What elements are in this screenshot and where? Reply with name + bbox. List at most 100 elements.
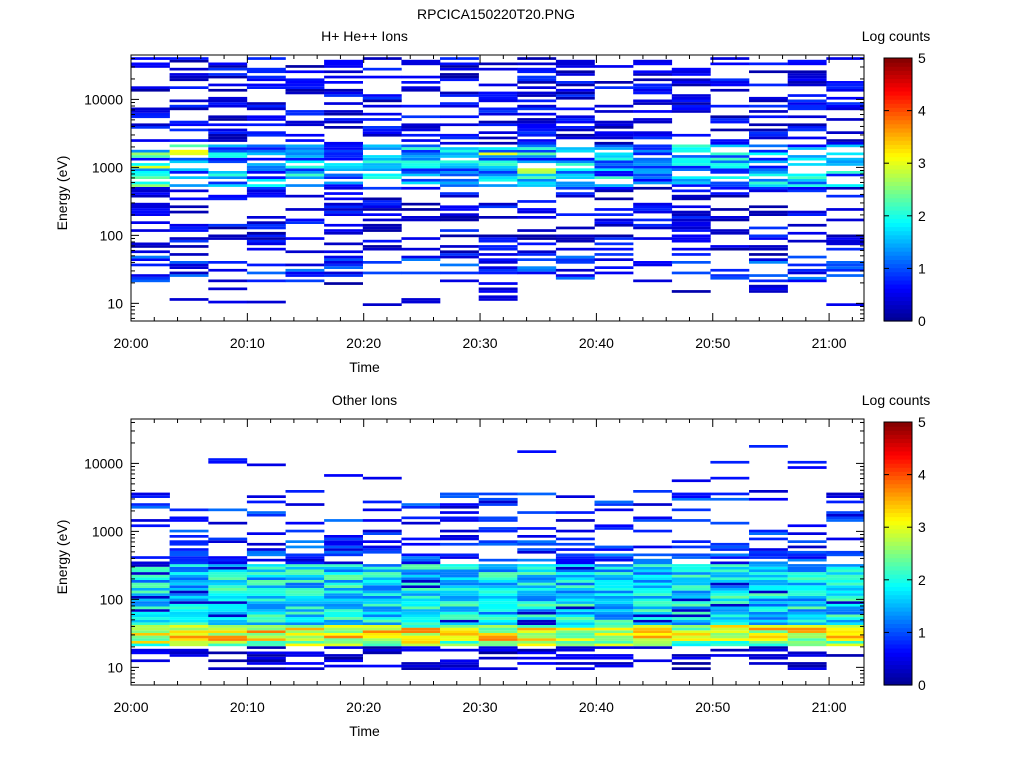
heatmap-cell — [671, 73, 711, 76]
heatmap-cell — [208, 128, 248, 132]
heatmap-cell — [517, 619, 557, 623]
heatmap-cell — [131, 611, 170, 615]
heatmap-cell — [594, 163, 634, 166]
heatmap-cell — [478, 527, 518, 530]
heatmap-cell — [671, 213, 711, 216]
heatmap-cell — [671, 144, 711, 148]
heatmap-cell — [555, 606, 595, 610]
heatmap-cell — [131, 622, 170, 625]
heatmap-cell — [362, 223, 402, 227]
heatmap-cell — [787, 276, 827, 280]
heatmap-cell — [671, 540, 711, 543]
heatmap-cell — [285, 208, 325, 211]
x-axis-label: Time — [349, 723, 380, 739]
heatmap-cell — [169, 104, 209, 108]
colorbar-segment — [884, 524, 912, 530]
heatmap-cell — [478, 258, 518, 261]
heatmap-cell — [285, 529, 325, 533]
heatmap-cell — [710, 144, 750, 148]
heatmap-cell — [208, 460, 248, 464]
heatmap-cell — [826, 569, 864, 573]
heatmap-cell — [324, 627, 363, 631]
heatmap-cell — [555, 149, 595, 153]
heatmap-cell — [401, 638, 441, 641]
heatmap-cell — [555, 625, 595, 628]
heatmap-cell — [710, 630, 750, 633]
heatmap-cell — [324, 141, 363, 145]
heatmap-cell — [478, 149, 518, 153]
heatmap-cell — [478, 492, 518, 496]
colorbar-label: Log counts — [862, 392, 931, 408]
heatmap-cell — [555, 237, 595, 240]
heatmap-cell — [478, 651, 518, 655]
heatmap-cell — [169, 78, 209, 82]
heatmap-cell — [787, 569, 827, 573]
heatmap-cell — [710, 152, 750, 156]
heatmap-cell — [401, 627, 441, 631]
heatmap-cell — [401, 139, 441, 142]
colorbar-tick-label: 1 — [918, 624, 926, 640]
heatmap-cell — [478, 245, 518, 248]
heatmap-cell — [633, 640, 673, 644]
heatmap-cell — [131, 274, 170, 277]
heatmap-cell — [169, 519, 209, 522]
colorbar-segment — [884, 82, 912, 88]
heatmap-cell — [324, 213, 363, 216]
heatmap-cell — [131, 181, 170, 185]
colorbar-segment — [884, 234, 912, 240]
heatmap-cell — [478, 580, 518, 583]
heatmap-cell — [633, 587, 673, 591]
heatmap-cell — [517, 123, 557, 127]
heatmap-cell — [131, 88, 170, 92]
heatmap-cell — [749, 247, 788, 251]
heatmap-cell — [517, 133, 557, 137]
heatmap-cell — [555, 173, 595, 177]
heatmap-cell — [594, 508, 634, 512]
heatmap-cell — [594, 611, 634, 615]
heatmap-cell — [324, 638, 363, 641]
colorbar-segment — [884, 86, 912, 92]
heatmap-cell — [246, 237, 286, 240]
heatmap-cell — [285, 638, 325, 641]
heatmap-cell — [246, 625, 286, 628]
heatmap-cell — [517, 155, 557, 158]
heatmap-cell — [324, 149, 363, 153]
heatmap-cell — [401, 181, 441, 185]
heatmap-cell — [401, 298, 441, 301]
heatmap-cell — [826, 643, 864, 647]
heatmap-cell — [246, 580, 286, 583]
heatmap-cell — [169, 542, 209, 546]
heatmap-cell — [362, 635, 402, 639]
heatmap-cell — [401, 590, 441, 594]
heatmap-cell — [208, 585, 248, 588]
colorbar-segment — [884, 222, 912, 228]
heatmap-cell — [594, 632, 634, 636]
heatmap-cell — [633, 218, 673, 222]
heatmap-cell — [401, 168, 441, 171]
heatmap-cell — [517, 566, 557, 570]
heatmap-cell — [362, 147, 402, 150]
heatmap-cell — [324, 120, 363, 124]
heatmap-cell — [169, 593, 209, 596]
heatmap-cell — [131, 595, 170, 599]
heatmap-cell — [131, 580, 170, 583]
heatmap-cell — [285, 574, 325, 578]
heatmap-cell — [671, 569, 711, 573]
heatmap-cell — [362, 548, 402, 551]
colorbar-segment — [884, 107, 912, 112]
heatmap-cell — [478, 516, 518, 520]
heatmap-cell — [362, 632, 402, 636]
colorbar-segment — [884, 541, 912, 546]
heatmap-cell — [555, 59, 595, 63]
heatmap-cell — [671, 609, 711, 612]
heatmap-cell — [246, 603, 286, 607]
heatmap-cell — [169, 630, 209, 633]
heatmap-cell — [671, 611, 711, 615]
heatmap-cell — [517, 617, 557, 620]
heatmap-cell — [594, 553, 634, 557]
heatmap-cell — [362, 218, 402, 222]
heatmap-cell — [517, 550, 557, 554]
heatmap-cell — [787, 614, 827, 618]
heatmap-cell — [324, 640, 363, 644]
heatmap-cell — [169, 237, 209, 240]
